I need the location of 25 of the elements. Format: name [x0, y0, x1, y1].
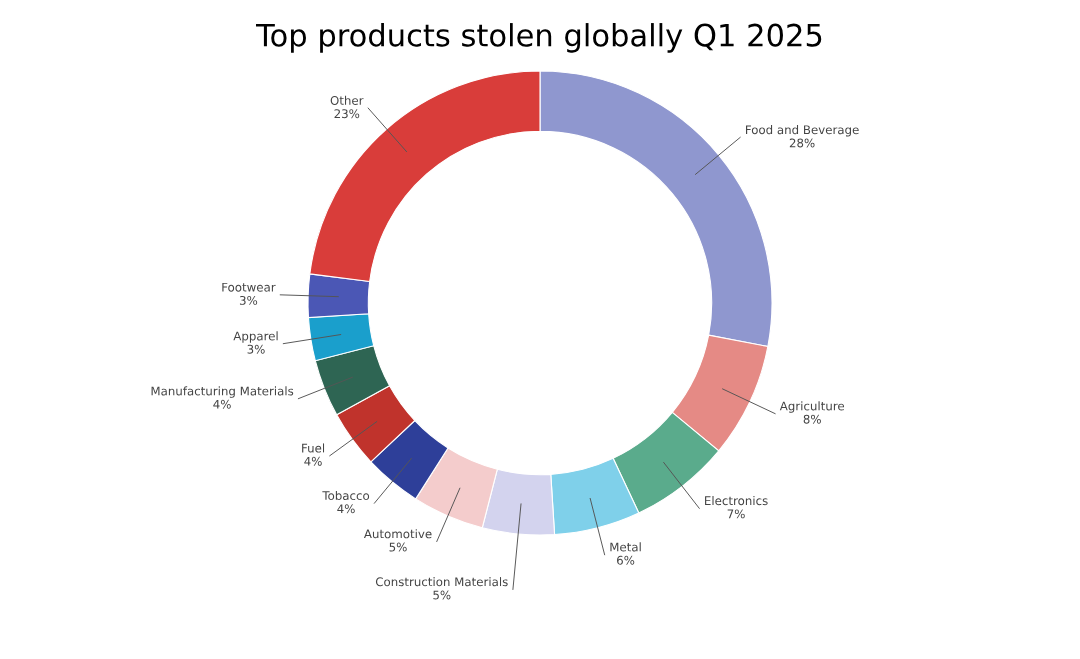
slice-label: Agriculture [779, 401, 845, 413]
data-label: 23% [334, 109, 360, 119]
data-label: 4% [304, 456, 322, 466]
data-label: 3% [239, 295, 258, 305]
slice-label: Other [330, 95, 364, 105]
data-label: 7% [727, 509, 745, 519]
data-label: 3% [247, 344, 265, 354]
slice-label: Manufacturing Materials [151, 386, 294, 398]
data-label: 5% [433, 590, 451, 600]
slice-label: Apparel [233, 331, 278, 343]
slice-label: Footwear [222, 282, 276, 292]
slice-label: Fuel [302, 443, 325, 453]
data-label: 8% [803, 414, 821, 424]
data-label: 4% [337, 504, 355, 514]
data-label: 28% [789, 138, 815, 148]
slice-label: Construction Materials [375, 577, 508, 587]
chart-title: Top products stolen globally Q1 2025 [256, 23, 822, 53]
data-label: 6% [617, 555, 635, 565]
data-label: 5% [389, 542, 407, 552]
slice-label: Food and Beverage [746, 125, 859, 137]
slice-label: Automotive [363, 529, 432, 539]
slice-label: Metal [610, 542, 641, 552]
slice-label: Electronics [705, 495, 768, 506]
data-label: 4% [213, 399, 231, 409]
slice-label: Tobacco [322, 490, 370, 501]
